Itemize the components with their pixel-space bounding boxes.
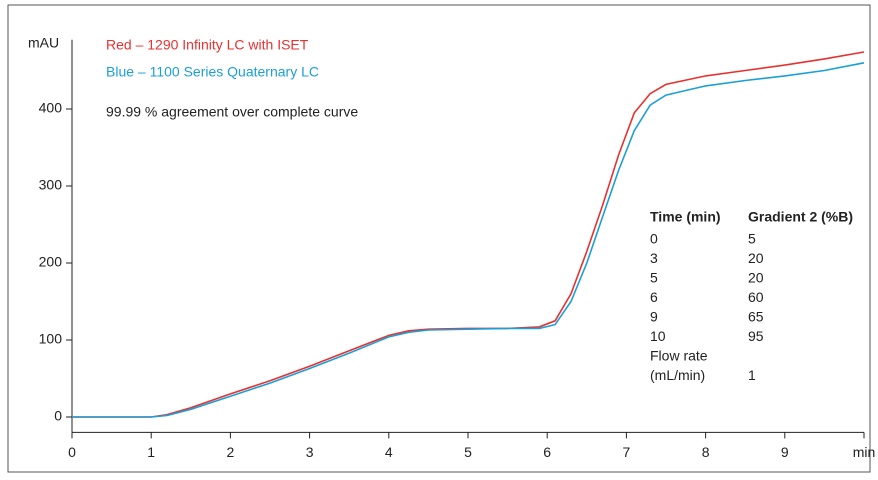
x-tick-label: 7 — [623, 444, 631, 460]
y-tick-label: 400 — [39, 100, 63, 116]
x-tick-label: 6 — [543, 444, 551, 460]
y-tick-label: 200 — [39, 254, 63, 270]
y-axis-label: mAU — [28, 35, 59, 51]
x-tick-label: 4 — [385, 444, 393, 460]
table-cell: 9 — [650, 309, 658, 325]
x-tick-label: 9 — [781, 444, 789, 460]
table-cell: 3 — [650, 250, 658, 266]
table-header: Gradient 2 (%B) — [748, 209, 853, 225]
y-tick-label: 100 — [39, 331, 63, 347]
frame — [7, 4, 871, 473]
table-cell: 0 — [650, 231, 658, 247]
table-cell: 5 — [650, 270, 658, 286]
table-cell: 6 — [650, 289, 658, 305]
x-tick-label: 1 — [147, 444, 155, 460]
table-header: Time (min) — [650, 209, 721, 225]
x-tick-label: 3 — [306, 444, 314, 460]
table-cell: 1 — [748, 367, 756, 383]
table-cell: 95 — [748, 328, 764, 344]
x-tick-label: 2 — [227, 444, 235, 460]
table-cell: Flow rate — [650, 348, 708, 364]
table-cell: 10 — [650, 328, 666, 344]
x-tick-label: min — [853, 444, 876, 460]
table-cell: (mL/min) — [650, 367, 705, 383]
table-cell: 20 — [748, 250, 764, 266]
table-cell: 20 — [748, 270, 764, 286]
data-line — [72, 62, 865, 418]
x-tick-label: 0 — [68, 444, 76, 460]
x-tick-label: 8 — [702, 444, 710, 460]
table-cell: 65 — [748, 309, 764, 325]
y-tick-label: 300 — [39, 177, 63, 193]
annotation: Blue – 1100 Series Quaternary LC — [106, 64, 319, 80]
table-cell: 60 — [748, 289, 764, 305]
y-tick-label: 0 — [54, 408, 62, 424]
table-cell: 5 — [748, 231, 756, 247]
annotation: 99.99 % agreement over complete curve — [106, 104, 358, 120]
x-tick-label: 5 — [464, 444, 472, 460]
annotation: Red – 1290 Infinity LC with ISET — [106, 37, 309, 53]
